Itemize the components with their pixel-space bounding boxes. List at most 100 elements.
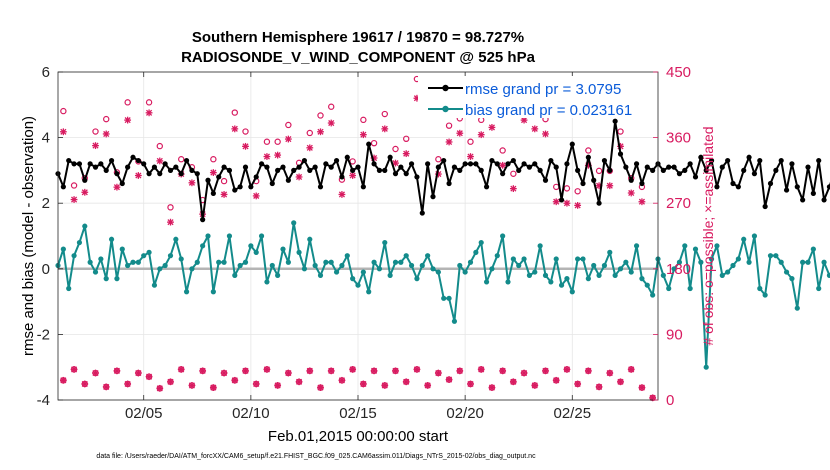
obs-assimilated-marker xyxy=(509,185,517,193)
bias-point xyxy=(414,276,420,282)
rmse-point xyxy=(478,167,484,173)
bias-point xyxy=(108,236,115,242)
bias-point xyxy=(366,289,372,295)
bias-point xyxy=(119,246,125,252)
rmse-point xyxy=(542,177,549,183)
rmse-point xyxy=(569,141,575,147)
obs-assimilated-marker xyxy=(252,380,260,388)
rmse-point xyxy=(623,164,629,170)
obs-assimilated-marker xyxy=(199,367,207,375)
obs-assimilated-marker xyxy=(274,382,282,389)
y-axis-label-right: # of obs: o=possible; ×=assimilated xyxy=(700,126,716,345)
obs-assimilated-marker xyxy=(467,380,474,388)
obs-assimilated-marker xyxy=(349,172,357,179)
rmse-point xyxy=(746,154,752,160)
obs-assimilated-marker xyxy=(552,376,560,384)
bias-point xyxy=(719,272,725,278)
bias-point xyxy=(151,282,158,288)
rmse-point xyxy=(628,177,634,183)
obs-possible-marker xyxy=(231,109,238,116)
obs-assimilated-marker xyxy=(167,378,174,386)
obs-assimilated-marker xyxy=(284,369,292,377)
rmse-point xyxy=(483,184,490,190)
rmse-point xyxy=(226,167,233,173)
obs-possible-marker xyxy=(210,156,217,163)
obs-assimilated-marker xyxy=(188,382,196,389)
rmse-point xyxy=(671,164,677,170)
rmse-point xyxy=(783,187,790,193)
obs-possible-marker xyxy=(360,116,367,124)
bias-point xyxy=(783,269,790,275)
bias-point xyxy=(167,253,174,259)
rmse-point xyxy=(216,174,222,180)
obs-assimilated-marker xyxy=(542,130,549,138)
bias-point xyxy=(430,266,436,272)
obs-assimilated-marker xyxy=(349,365,357,373)
rmse-point xyxy=(60,184,66,190)
rmse-point xyxy=(473,161,479,167)
bias-point xyxy=(205,233,211,239)
rmse-point xyxy=(425,161,431,167)
bias-point xyxy=(650,292,656,298)
y-tick-label: -2 xyxy=(37,326,50,343)
bias-point xyxy=(564,276,570,282)
obs-assimilated-marker xyxy=(167,218,174,226)
obs-assimilated-marker xyxy=(402,150,410,158)
bias-point xyxy=(714,243,720,249)
rmse-point xyxy=(467,161,474,167)
bias-point xyxy=(682,243,688,249)
obs-possible-marker xyxy=(317,112,324,119)
data-file-footer: data file: /Users/raeder/DAI/ATM_forcXX/… xyxy=(96,453,536,460)
rmse-point xyxy=(650,167,656,173)
bias-point xyxy=(607,249,613,255)
obs-assimilated-marker xyxy=(338,191,346,198)
obs-assimilated-marker xyxy=(113,183,121,191)
rmse-point xyxy=(741,167,747,173)
bias-point xyxy=(505,279,511,285)
bias-point xyxy=(703,364,709,370)
bias-point xyxy=(778,259,784,265)
bias-point xyxy=(500,233,506,239)
obs-assimilated-marker xyxy=(134,369,142,377)
bias-point xyxy=(521,256,527,262)
bias-point xyxy=(141,253,147,259)
rmse-point xyxy=(789,161,795,167)
obs-assimilated-marker xyxy=(520,369,528,377)
bias-point xyxy=(92,269,99,275)
obs-assimilated-marker xyxy=(477,131,485,139)
obs-assimilated-marker xyxy=(242,367,249,375)
obs-assimilated-marker xyxy=(574,201,582,209)
y-tick-label: 2 xyxy=(42,195,50,212)
rmse-point xyxy=(312,164,318,170)
bias-point xyxy=(441,295,447,301)
chart-title-line-1: Southern Hemisphere 19617 / 19870 = 98.7… xyxy=(192,29,524,46)
bias-point xyxy=(483,279,490,285)
bias-point xyxy=(350,276,356,282)
bias-point xyxy=(532,269,538,275)
rmse-point xyxy=(275,167,281,173)
bias-point xyxy=(323,259,329,265)
rmse-point xyxy=(800,197,806,203)
obs-assimilated-marker xyxy=(102,130,110,138)
bias-point xyxy=(162,262,168,269)
bias-point xyxy=(392,259,399,265)
rmse-point xyxy=(103,167,109,173)
bias-point xyxy=(462,269,468,275)
rmse-point xyxy=(575,167,581,173)
obs-assimilated-marker xyxy=(606,369,614,377)
bias-point xyxy=(87,259,93,265)
bias-point xyxy=(575,256,581,262)
bias-point xyxy=(451,318,458,324)
rmse-point xyxy=(333,157,340,164)
obs-assimilated-marker xyxy=(542,367,549,375)
bias-point xyxy=(82,223,88,229)
bias-point xyxy=(200,243,206,249)
obs-assimilated-marker xyxy=(209,384,217,392)
obs-assimilated-marker xyxy=(70,196,78,203)
bias-point xyxy=(285,259,291,265)
obs-assimilated-marker xyxy=(370,367,378,375)
rmse-point xyxy=(762,203,768,210)
obs-assimilated-marker xyxy=(509,378,517,386)
obs-assimilated-marker xyxy=(552,198,560,206)
rmse-point xyxy=(564,161,570,167)
